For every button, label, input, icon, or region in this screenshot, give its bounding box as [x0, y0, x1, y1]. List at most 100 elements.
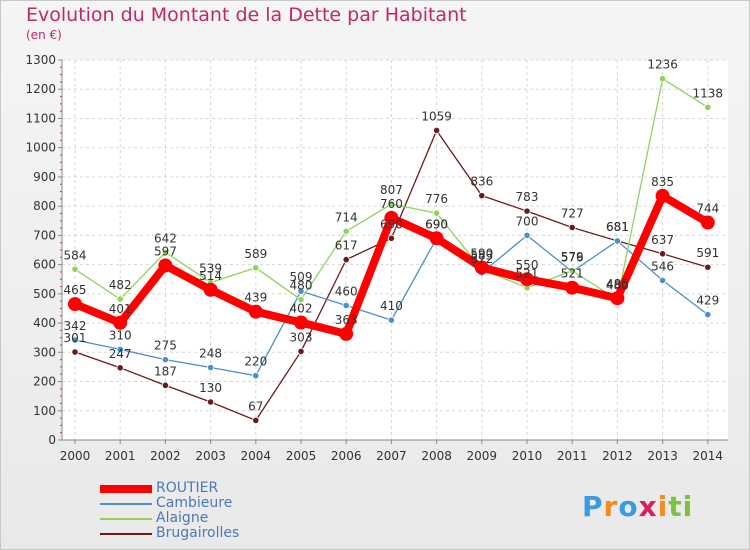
data-label-cambieure: 275 [154, 339, 177, 353]
data-label-cambieure: 220 [244, 355, 267, 369]
data-point-alaigne [252, 264, 260, 272]
x-tick-label: 2006 [331, 449, 362, 463]
data-point-routier [565, 280, 580, 295]
data-label-cambieure: 429 [696, 294, 719, 308]
legend-item-brugairolles[interactable]: Brugairolles [100, 525, 340, 542]
x-tick-label: 2010 [512, 449, 543, 463]
data-label-cambieure: 576 [561, 251, 584, 265]
data-point-alaigne [297, 296, 305, 304]
y-tick-label: 800 [33, 199, 56, 213]
data-point-routier [158, 258, 173, 273]
x-tick-label: 2007 [376, 449, 407, 463]
data-label-brugairolles: 247 [109, 347, 132, 361]
data-label-brugairolles: 130 [199, 381, 222, 395]
data-point-cambieure [387, 316, 395, 324]
legend-swatch-routier [100, 485, 152, 493]
x-tick-label: 2003 [195, 449, 226, 463]
data-point-cambieure [297, 287, 305, 295]
data-label-brugairolles: 301 [64, 331, 87, 345]
data-label-cambieure: 248 [199, 347, 222, 361]
logo-letter: i [682, 490, 694, 523]
y-tick-label: 900 [33, 170, 56, 184]
data-label-cambieure: 681 [606, 220, 629, 234]
x-tick-label: 2009 [467, 449, 498, 463]
y-tick-label: 100 [33, 404, 56, 418]
data-label-routier: 744 [696, 202, 719, 216]
data-label-brugairolles: 187 [154, 364, 177, 378]
data-point-routier [203, 282, 218, 297]
data-label-alaigne: 1138 [693, 86, 724, 100]
data-label-alaigne: 642 [154, 231, 177, 245]
y-tick-label: 200 [33, 375, 56, 389]
data-label-brugairolles: 836 [470, 175, 493, 189]
data-point-brugairolles [704, 263, 712, 271]
legend-swatch-cambieure [100, 503, 152, 505]
data-point-cambieure [161, 356, 169, 364]
data-point-routier [474, 260, 489, 275]
data-label-alaigne: 482 [109, 278, 132, 292]
data-label-alaigne: 579 [561, 250, 584, 264]
x-tick-label: 2011 [557, 449, 588, 463]
logo-letter: o [618, 490, 639, 523]
data-point-routier [339, 326, 354, 341]
data-label-cambieure: 310 [109, 328, 132, 342]
logo-letter: t [668, 490, 683, 523]
data-point-brugairolles [478, 192, 486, 200]
data-point-routier [248, 304, 263, 319]
legend-item-routier[interactable]: ROUTIER [100, 480, 340, 497]
data-label-routier: 465 [64, 283, 87, 297]
data-point-routier [113, 315, 128, 330]
data-label-cambieure: 700 [516, 214, 539, 228]
data-label-routier: 514 [199, 269, 222, 283]
y-tick-label: 1000 [25, 141, 56, 155]
data-point-routier [700, 215, 715, 230]
legend-swatch-brugairolles [100, 533, 152, 535]
x-tick-label: 2008 [421, 449, 452, 463]
legend-item-alaigne[interactable]: Alaigne [100, 510, 340, 527]
data-label-cambieure: 509 [290, 270, 313, 284]
y-tick-label: 1300 [25, 53, 56, 67]
data-label-brugairolles: 67 [248, 399, 263, 413]
data-label-alaigne: 776 [425, 192, 448, 206]
data-label-routier: 690 [425, 217, 448, 231]
data-label-brugairolles: 303 [290, 330, 313, 344]
data-label-alaigne: 539 [199, 261, 222, 275]
data-label-brugairolles: 637 [651, 233, 674, 247]
data-point-brugairolles [387, 234, 395, 242]
data-point-brugairolles [658, 250, 667, 258]
legend-item-cambieure[interactable]: Cambieure [100, 495, 340, 512]
data-point-routier [429, 231, 444, 246]
data-label-alaigne: 583 [470, 249, 493, 263]
plot-area [62, 60, 728, 440]
data-point-cambieure [658, 276, 667, 284]
data-point-routier [610, 291, 625, 306]
legend: ROUTIER Cambieure Alaigne Brugairolles [100, 480, 340, 542]
data-point-alaigne [704, 103, 712, 111]
data-label-brugairolles: 617 [335, 239, 358, 253]
data-point-brugairolles [568, 223, 576, 232]
data-point-cambieure [704, 310, 712, 319]
data-point-alaigne [71, 265, 79, 273]
logo-letter: P [582, 490, 604, 523]
data-point-alaigne [658, 75, 667, 83]
x-tick-label: 2004 [241, 449, 272, 463]
data-point-cambieure [207, 363, 215, 372]
data-point-cambieure [613, 237, 622, 245]
data-point-cambieure [342, 301, 350, 310]
legend-label-brugairolles: Brugairolles [156, 525, 240, 541]
data-label-routier: 597 [154, 244, 177, 258]
data-point-brugairolles [207, 398, 215, 406]
data-label-routier: 760 [380, 197, 403, 211]
data-label-brugairolles: 690 [380, 217, 403, 231]
chart-subtitle: (en €) [26, 28, 62, 42]
data-label-brugairolles: 681 [606, 220, 629, 234]
chart-title: Evolution du Montant de la Dette par Hab… [26, 4, 467, 26]
y-tick-label: 500 [33, 287, 56, 301]
data-point-routier [294, 315, 308, 330]
data-point-cambieure [116, 345, 124, 353]
data-label-brugairolles: 783 [516, 190, 539, 204]
x-tick-label: 2001 [105, 449, 136, 463]
data-point-alaigne [116, 295, 124, 303]
data-label-alaigne: 807 [380, 183, 403, 197]
x-tick-label: 2014 [693, 449, 724, 463]
